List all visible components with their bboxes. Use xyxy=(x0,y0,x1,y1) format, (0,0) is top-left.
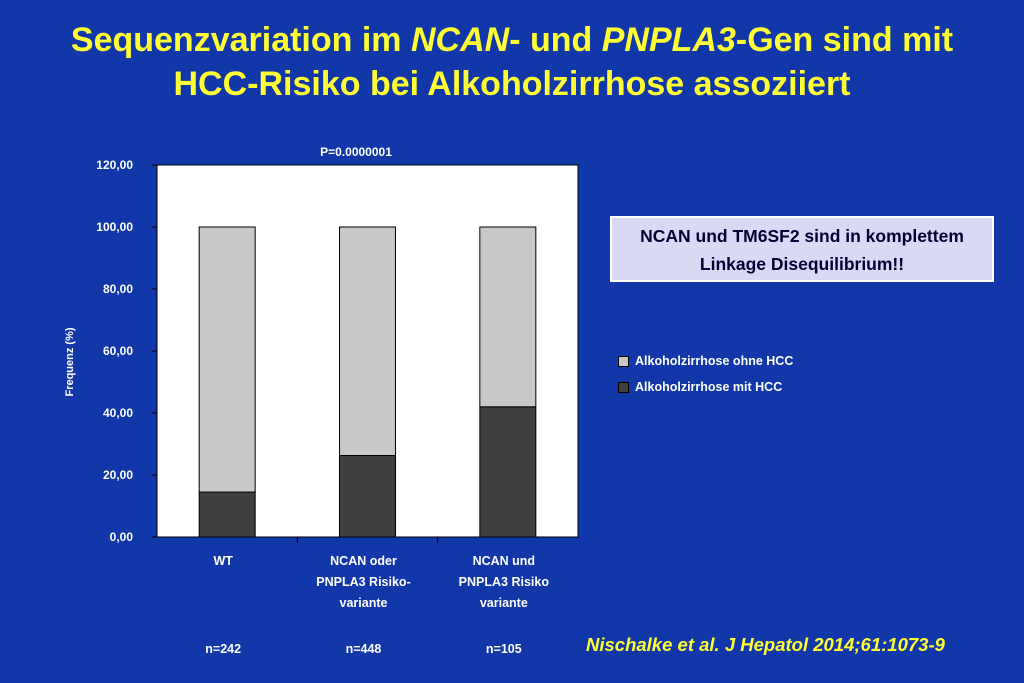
p-value-annotation: P=0.0000001 xyxy=(320,145,392,159)
title-text-b: - und xyxy=(509,21,602,59)
x-category-label: variante xyxy=(480,596,528,610)
title-text-a: Sequenzvariation im xyxy=(70,21,411,59)
linkage-note-box: NCAN und TM6SF2 sind in komplettem Linka… xyxy=(610,216,994,282)
bar-segment-without-hcc xyxy=(479,226,537,408)
x-category-label: PNPLA3 Risiko- xyxy=(316,575,410,589)
bar-segment-with-hcc xyxy=(479,406,537,538)
x-category-label: WT xyxy=(213,554,233,568)
citation: Nischalke et al. J Hepatol 2014;61:1073-… xyxy=(586,634,945,655)
y-axis-label: Frequenz (%) xyxy=(64,327,76,396)
bar-segment-without-hcc xyxy=(198,226,256,493)
sample-size-label: n=242 xyxy=(205,642,241,656)
legend-item-without-hcc: Alkoholzirrhose ohne HCC xyxy=(618,348,793,374)
sample-size-label: n=448 xyxy=(346,642,382,656)
x-axis-labels: WT n=242 NCAN oder PNPLA3 Risiko-variante n=… xyxy=(205,537,549,656)
y-tick-label: 120,00 xyxy=(96,158,133,172)
title-line-1: Sequenzvariation im NCAN- und PNPLA3-Gen… xyxy=(0,18,1024,62)
title-gene-ncan: NCAN xyxy=(410,21,510,59)
legend-swatch-without-hcc xyxy=(618,355,629,367)
legend-label-with-hcc: Alkoholzirrhose mit HCC xyxy=(635,380,783,394)
note-line-1: NCAN und TM6SF2 sind in komplettem xyxy=(640,226,964,246)
y-tick-label: 40,00 xyxy=(103,406,133,420)
y-tick-label: 20,00 xyxy=(103,468,133,482)
bar-segment-with-hcc xyxy=(198,491,256,538)
note-line-2: Linkage Disequilibrium!! xyxy=(699,254,905,274)
title-text-c: -Gen sind mit xyxy=(735,21,954,59)
sample-size-label: n=105 xyxy=(486,642,522,656)
title-gene-pnpla3: PNPLA3 xyxy=(601,21,736,59)
legend-swatch-with-hcc xyxy=(618,381,629,393)
slide-title: Sequenzvariation im NCAN- und PNPLA3-Gen… xyxy=(0,18,1024,106)
legend: Alkoholzirrhose ohne HCC Alkoholzirrhose… xyxy=(618,348,793,400)
x-category-label: variante xyxy=(340,596,388,610)
y-tick-label: 100,00 xyxy=(96,220,133,234)
y-tick-label: 60,00 xyxy=(103,344,133,358)
bar-segment-without-hcc xyxy=(339,226,396,456)
title-line-2: HCC-Risiko bei Alkoholzirrhose assoziier… xyxy=(173,65,851,103)
legend-item-with-hcc: Alkoholzirrhose mit HCC xyxy=(618,374,793,400)
legend-label-without-hcc: Alkoholzirrhose ohne HCC xyxy=(635,354,794,368)
bar-segment-with-hcc xyxy=(339,454,396,538)
bars xyxy=(198,226,537,538)
x-category-label: NCAN und xyxy=(473,554,536,568)
y-axis: 0,00 20,00 40,00 60,00 80,00 100,00 120,00 xyxy=(96,158,157,544)
y-tick-label: 0,00 xyxy=(110,530,134,544)
x-category-label: NCAN oder xyxy=(330,554,397,568)
x-category-label: PNPLA3 Risiko xyxy=(459,575,550,589)
y-tick-label: 80,00 xyxy=(103,282,133,296)
